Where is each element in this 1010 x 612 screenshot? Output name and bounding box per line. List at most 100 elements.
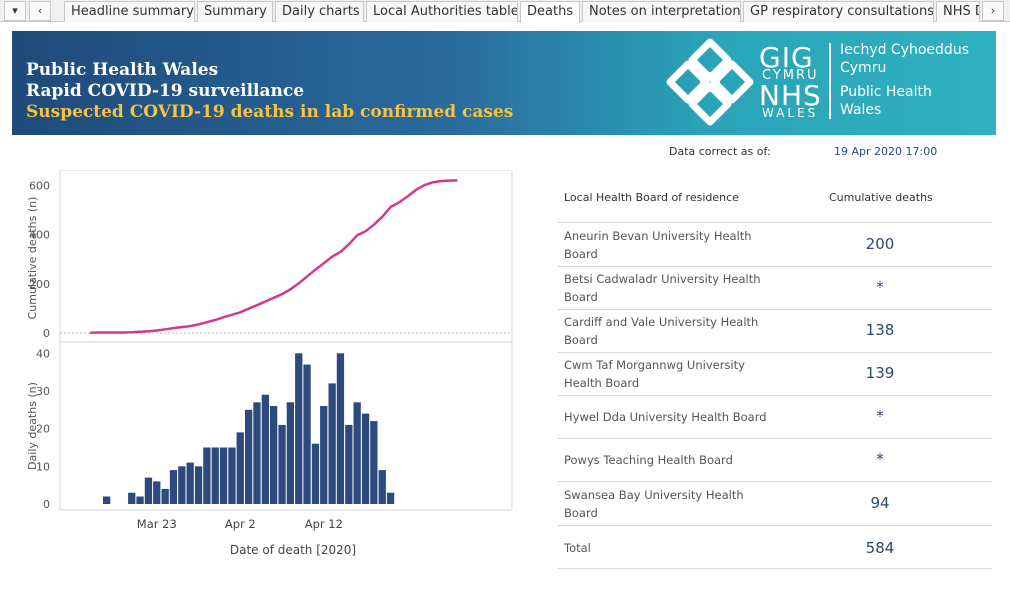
daily-deaths-bar (194, 466, 203, 504)
bar-x-tick-label: Apr 12 (305, 517, 343, 531)
table-header-divider (558, 222, 992, 223)
table-row-divider (558, 395, 992, 396)
logo-nhs-text: NHS (759, 79, 822, 112)
table-bottom-divider (558, 568, 992, 569)
org-name-english-1: Public Health (840, 84, 932, 100)
chevron-left-icon[interactable]: ‹ (29, 1, 51, 21)
daily-deaths-bar (219, 447, 228, 504)
tab-gp-respiratory-consultations[interactable]: GP respiratory consultations (743, 1, 934, 22)
daily-deaths-bar (245, 409, 253, 504)
table-row-deaths: * (876, 407, 884, 425)
table-row-board: Hywel Dda University Health Board (564, 410, 767, 424)
sheet-tab-bar: ▾ ‹ Headline summary Summary Daily chart… (0, 0, 1010, 23)
daily-deaths-bar (353, 402, 361, 504)
cumulative-deaths-line (89, 179, 458, 335)
daily-deaths-bar (161, 488, 169, 504)
logo-divider (829, 43, 831, 119)
line-y-tick-label: 200 (29, 278, 50, 291)
dropdown-icon[interactable]: ▾ (4, 1, 26, 21)
data-correct-value: 19 Apr 2020 17:00 (834, 145, 938, 158)
daily-deaths-bar (295, 353, 303, 504)
tab-notes-on-interpretation[interactable]: Notes on interpretation (582, 1, 741, 22)
tab-daily-charts[interactable]: Daily charts (275, 1, 364, 22)
table-row-board: Powys Teaching Health Board (564, 453, 733, 467)
line-y-tick-label: 400 (29, 229, 50, 242)
daily-deaths-bar (320, 406, 328, 504)
line-y-tick-label: 0 (43, 327, 50, 340)
daily-deaths-bar (103, 496, 111, 504)
celtic-knot-logo-icon (666, 38, 754, 126)
daily-deaths-bar (211, 447, 219, 504)
table-total-label: Total (564, 541, 591, 555)
table-row-deaths: * (876, 450, 884, 468)
org-name-welsh-1: Iechyd Cyhoeddus (840, 42, 969, 58)
daily-deaths-bar (169, 470, 178, 504)
banner-title-highlight: Suspected COVID-19 deaths in lab confirm… (26, 102, 514, 122)
table-row-divider (558, 438, 992, 439)
daily-deaths-bar (253, 402, 261, 504)
daily-deaths-bar (228, 447, 236, 504)
daily-deaths-bar (378, 470, 386, 504)
daily-deaths-bar (136, 496, 144, 504)
daily-deaths-bar (370, 421, 378, 504)
bar-x-tick-label: Mar 23 (137, 517, 177, 531)
daily-deaths-bar (186, 462, 194, 504)
daily-deaths-bar (278, 424, 286, 504)
table-row-board: Betsi Cadwaladr University Health Board (564, 272, 761, 304)
tab-summary[interactable]: Summary (197, 1, 273, 22)
bar-y-axis-label: Daily deaths (n) (26, 382, 39, 470)
daily-deaths-bar (311, 443, 320, 504)
table-row-board: Aneurin Bevan University Health Board (564, 229, 752, 261)
bar-y-tick-label: 40 (36, 347, 50, 360)
bar-y-tick-label: 0 (43, 498, 50, 511)
daily-deaths-bar (153, 481, 161, 504)
tab-nhs-d[interactable]: NHS D (936, 1, 980, 22)
table-row-deaths: 138 (865, 321, 895, 339)
table-header-deaths: Cumulative deaths (829, 191, 933, 204)
table-row-deaths: 94 (870, 494, 890, 512)
table-total-value: 584 (865, 539, 895, 557)
bar-y-tick-label: 30 (36, 385, 50, 398)
daily-deaths-bar (270, 406, 278, 504)
table-row-deaths: 200 (865, 235, 895, 253)
org-name-welsh-2: Cymru (840, 60, 887, 76)
daily-deaths-bar (286, 402, 294, 504)
banner-title-report: Rapid COVID-19 surveillance (26, 81, 305, 101)
daily-deaths-bar (361, 413, 370, 504)
table-row-board: Cardiff and Vale University Health Board (564, 315, 759, 347)
daily-deaths-bar (328, 383, 336, 504)
daily-deaths-bar (203, 447, 211, 504)
deaths-charts: 0 200 400 600 Cumulative deaths (n) 0 10 20 30 4… (26, 170, 513, 557)
table-row-divider (558, 481, 992, 482)
table-row-deaths: 139 (865, 364, 895, 382)
table-row-board: Cwm Taf Morgannwg University Health Boar… (564, 358, 745, 390)
org-name-english-2: Wales (840, 102, 882, 118)
header-banner: Public Health Wales Rapid COVID-19 surve… (12, 31, 996, 135)
table-row-board: Swansea Bay University Health Board (564, 488, 744, 520)
table-row-deaths: * (876, 278, 884, 296)
daily-deaths-bar (178, 466, 186, 504)
bar-y-tick-label: 10 (36, 460, 50, 473)
table-row-divider (558, 352, 992, 353)
table-row-divider (558, 309, 992, 310)
logo-gig-text: GIG (759, 41, 814, 74)
chevron-right-icon[interactable]: › (982, 1, 1004, 21)
daily-deaths-bar (386, 492, 395, 504)
table-row-divider (558, 266, 992, 267)
tab-headline-summary[interactable]: Headline summary (64, 1, 195, 22)
table-header-board: Local Health Board of residence (564, 191, 739, 204)
line-plot-frame (59, 170, 513, 343)
data-correct-label: Data correct as of: (669, 145, 771, 158)
tab-local-authorities-table[interactable]: Local Authorities table (366, 1, 518, 22)
tab-deaths[interactable]: Deaths (520, 1, 580, 23)
logo-cymru-text: CYMRU (762, 68, 819, 83)
daily-deaths-bar (261, 394, 269, 504)
bar-x-tick-label: Apr 2 (225, 517, 256, 531)
bar-x-axis-label: Date of death [2020] (230, 543, 356, 557)
bar-plot-frame (59, 341, 513, 511)
daily-deaths-bar (303, 364, 311, 504)
daily-deaths-bar (236, 432, 244, 504)
bar-y-tick-label: 20 (36, 423, 50, 436)
banner-title-org: Public Health Wales (26, 60, 219, 80)
table-row-divider (558, 525, 992, 526)
